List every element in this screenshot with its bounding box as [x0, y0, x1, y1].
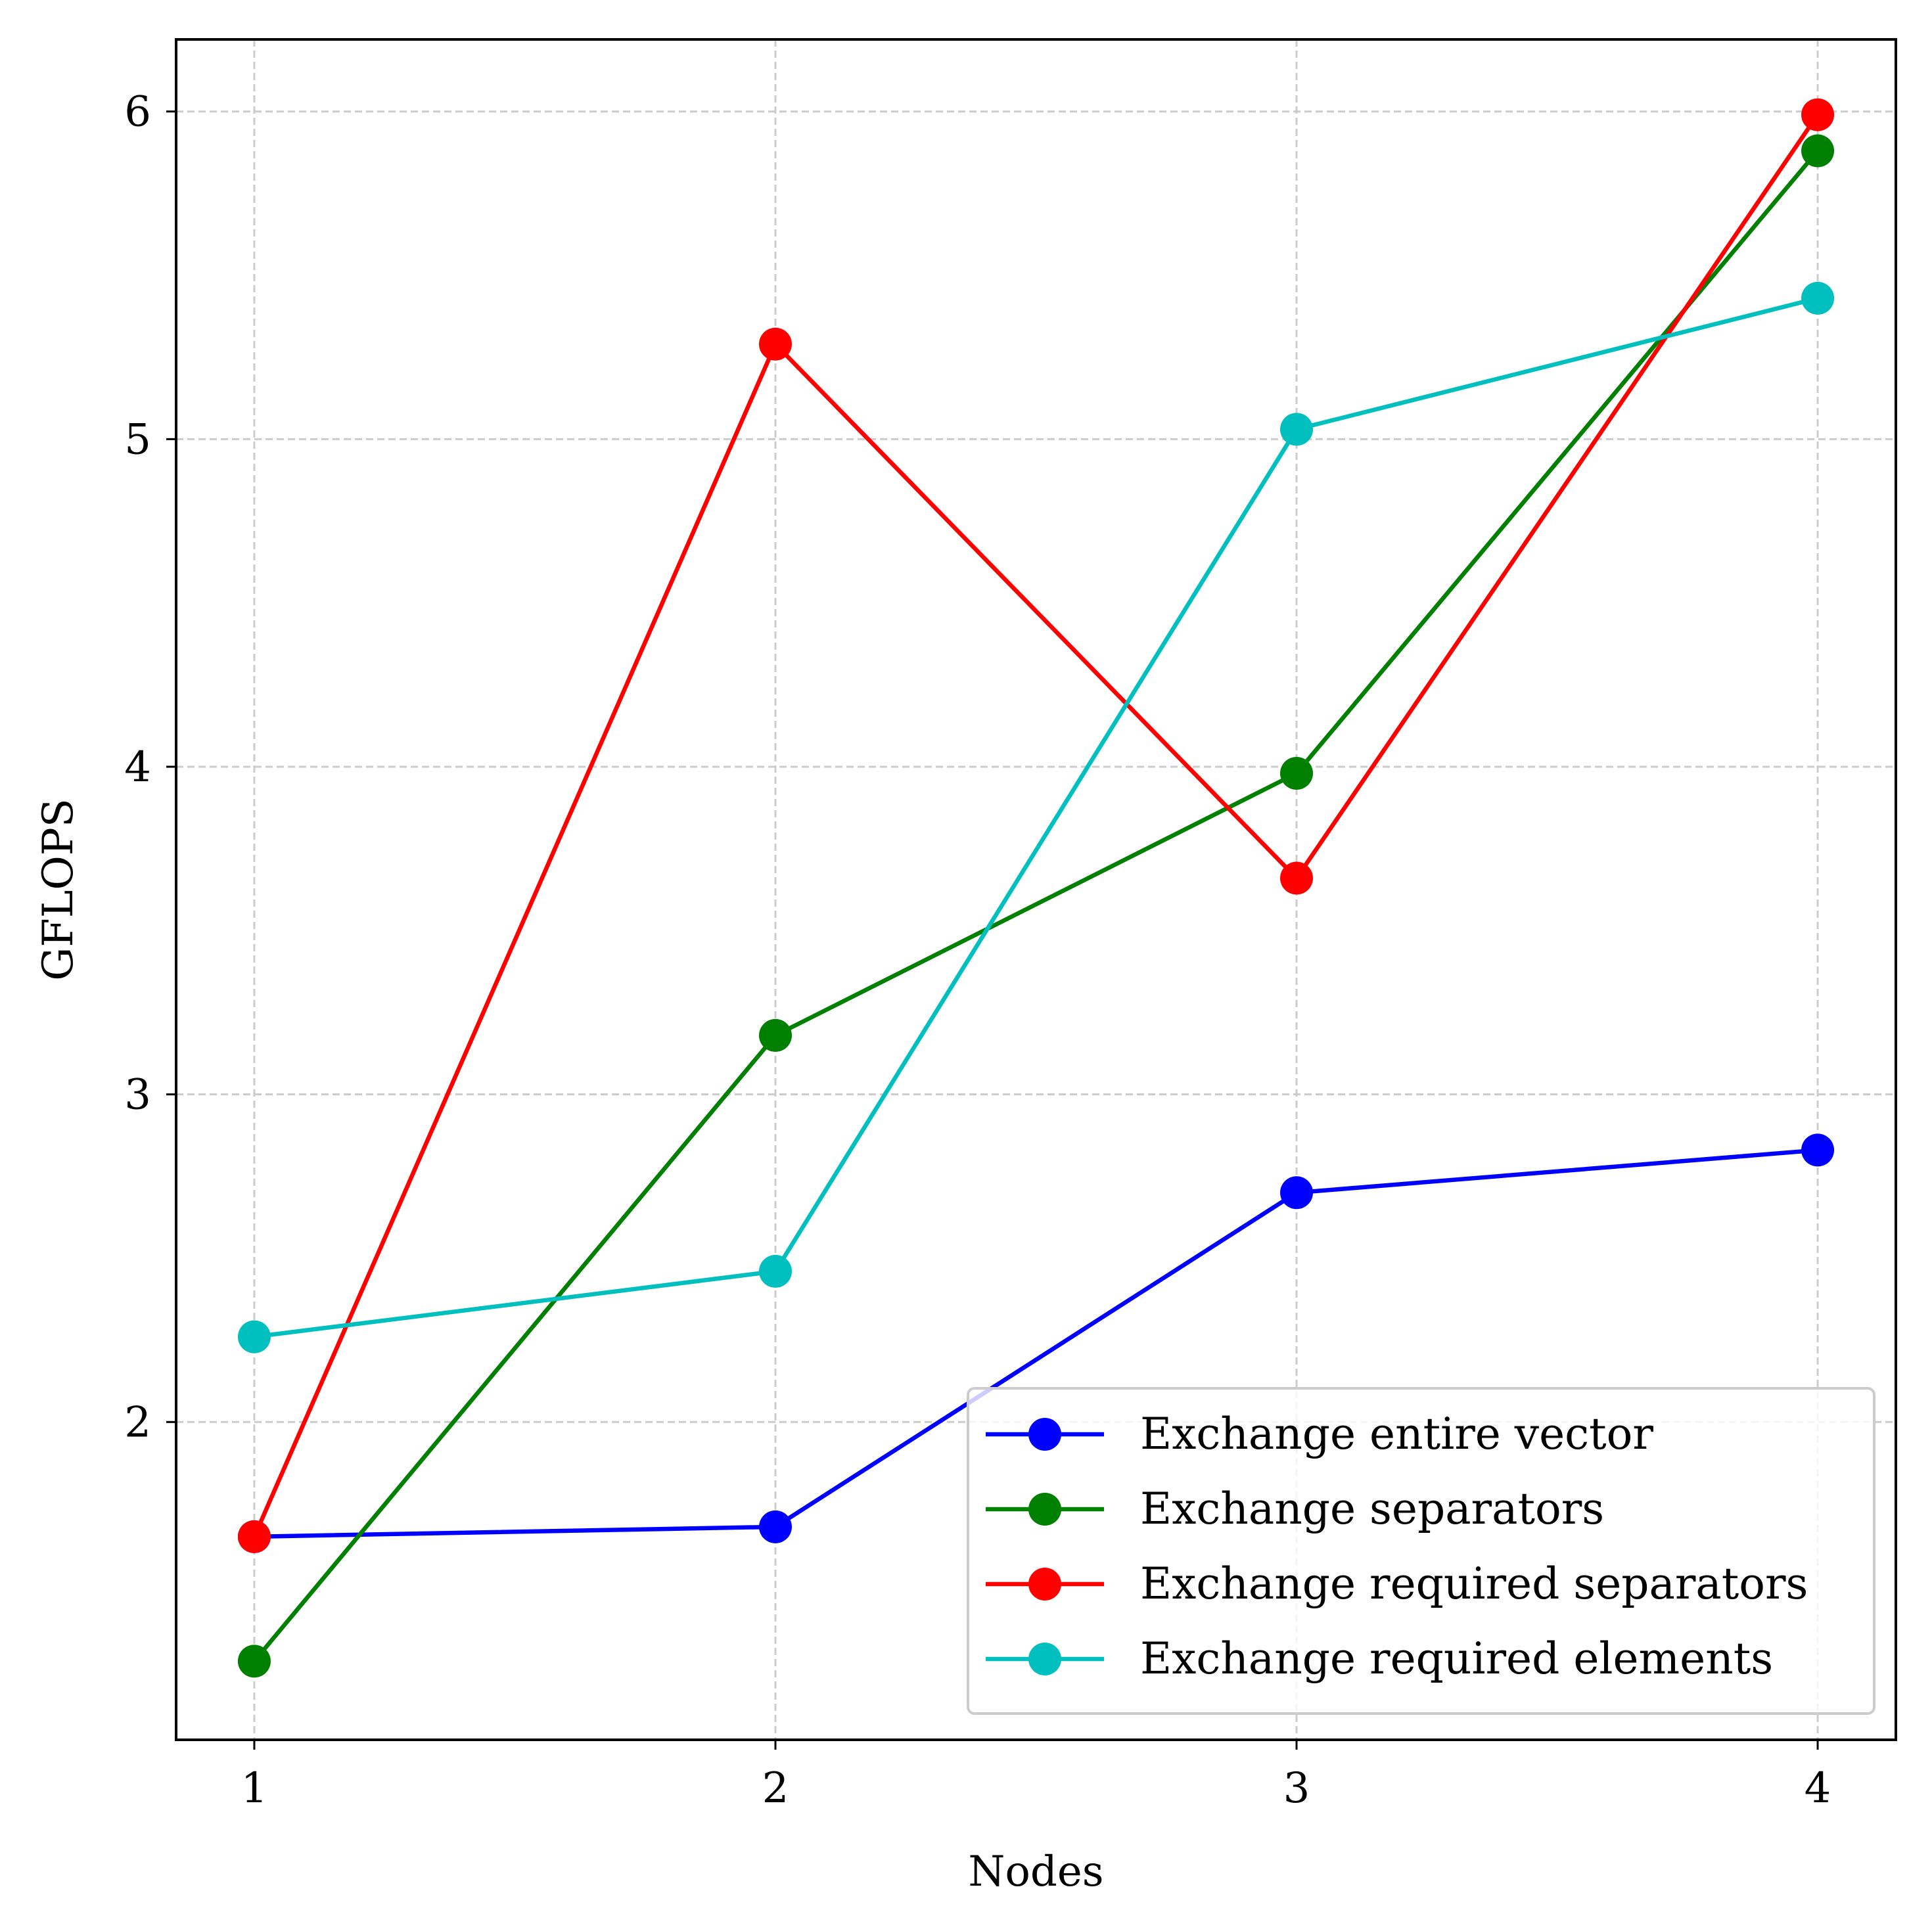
series-lines: [237, 98, 1835, 1678]
data-point: [1280, 861, 1314, 895]
series-line: [252, 113, 1820, 1538]
legend-swatch-marker: [1028, 1418, 1061, 1451]
data-point: [1801, 98, 1835, 131]
legend-label: Exchange required separators: [1140, 1558, 1808, 1609]
legend-swatch-marker: [1028, 1568, 1061, 1601]
data-point: [1801, 1133, 1835, 1167]
x-tick-label: 1: [241, 1764, 268, 1813]
plot-frame: [175, 38, 1897, 1741]
data-point: [237, 1645, 271, 1678]
axis-ticks: 1 2 3 4 2 3 4 5 6: [124, 88, 1831, 1813]
data-point: [1280, 1176, 1314, 1210]
data-point: [758, 1254, 792, 1288]
data-point: [1280, 413, 1314, 446]
series-line: [252, 149, 1820, 1663]
series-line: [254, 1148, 1818, 1539]
legend-label: Exchange entire vector: [1140, 1409, 1653, 1459]
data-point: [1801, 281, 1835, 315]
legend-label: Exchange required elements: [1140, 1633, 1773, 1684]
data-point: [237, 1520, 271, 1553]
series-line: [254, 296, 1818, 1339]
legend-swatch-marker: [1028, 1493, 1061, 1526]
x-tick-label: 2: [762, 1764, 789, 1813]
data-point: [1280, 756, 1314, 790]
data-point: [237, 1320, 271, 1353]
data-point: [758, 327, 792, 361]
y-tick-label: 3: [124, 1071, 151, 1120]
x-axis-label: Nodes: [968, 1848, 1103, 1896]
legend-label: Exchange separators: [1140, 1484, 1604, 1534]
y-axis-label: GFLOPS: [34, 798, 83, 980]
y-tick-label: 2: [124, 1398, 151, 1447]
data-point: [1801, 134, 1835, 168]
data-point: [758, 1018, 792, 1052]
legend-swatch-marker: [1028, 1643, 1061, 1675]
legend: Exchange entire vector Exchange separator…: [967, 1387, 1875, 1715]
data-point: [758, 1510, 792, 1543]
x-tick-label: 3: [1283, 1764, 1310, 1813]
y-tick-label: 4: [124, 743, 151, 792]
legend-box: [967, 1387, 1875, 1715]
y-tick-label: 5: [124, 415, 151, 464]
y-tick-label: 6: [124, 88, 151, 137]
x-tick-label: 4: [1805, 1764, 1831, 1813]
